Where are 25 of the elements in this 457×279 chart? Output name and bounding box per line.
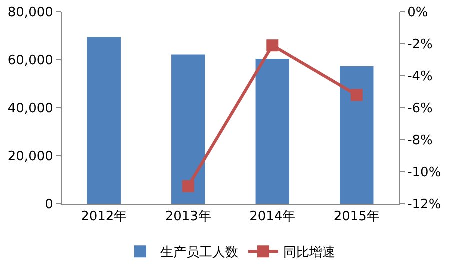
point	[182, 180, 194, 192]
y2-tick-label: -6%	[408, 102, 433, 117]
y-tick-label: 0	[45, 198, 54, 213]
y-tick-label: 60,000	[8, 54, 54, 69]
bar	[172, 54, 206, 204]
y2-tick-label: -12%	[408, 198, 442, 213]
legend-label: 生产员工人数	[160, 246, 238, 261]
y2-tick-label: -10%	[408, 166, 442, 181]
x-tick-label: 2012年	[81, 210, 128, 225]
point	[350, 89, 363, 102]
bar	[87, 37, 121, 204]
y2-tick-label: -8%	[408, 134, 433, 149]
bar	[256, 59, 290, 204]
y2-tick-label: -2%	[408, 38, 433, 53]
bar	[340, 66, 374, 204]
legend-label: 同比增速	[284, 246, 336, 261]
y-tick-label: 40,000	[8, 102, 54, 117]
x-tick-label: 2015年	[334, 210, 380, 225]
y2-tick-label: 0%	[408, 6, 428, 21]
y2-tick-label: -4%	[408, 70, 433, 85]
y-tick-label: 80,000	[8, 6, 54, 21]
y-tick-label: 20,000	[8, 150, 54, 165]
x-tick-label: 2013年	[165, 210, 212, 225]
x-tick-label: 2014年	[250, 210, 296, 225]
point	[266, 40, 279, 52]
